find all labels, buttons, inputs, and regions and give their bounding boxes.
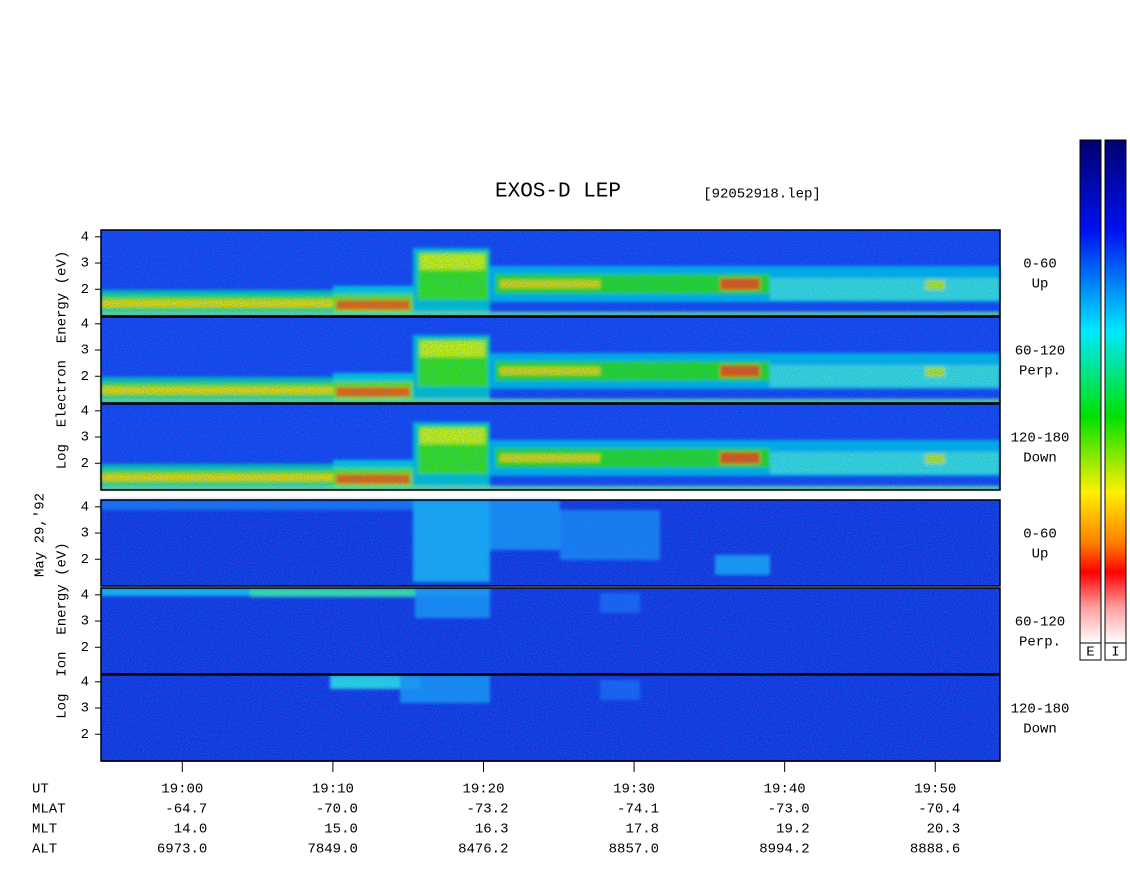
orbit-value: 8888.6 <box>910 842 960 858</box>
panel-frame <box>100 499 1001 587</box>
panel-frame <box>100 587 1001 675</box>
date-label: May 29,'92 <box>33 493 49 577</box>
direction-label: Up <box>1032 547 1049 563</box>
orbit-value: -70.4 <box>918 802 960 818</box>
orbit-value: -70.0 <box>316 802 358 818</box>
y-tick-label: 3 <box>81 614 89 630</box>
panel-texture <box>101 230 1000 316</box>
chart-title: EXOS-D LEP <box>495 181 621 204</box>
panel-texture <box>101 675 1000 761</box>
orbit-value: -74.1 <box>617 802 659 818</box>
x-tick-label: 19:00 <box>161 782 203 798</box>
pitch-label: 0-60 <box>1023 527 1057 543</box>
orbit-value: 17.8 <box>625 822 659 838</box>
y-axis-label: Log Ion Energy (eV) <box>55 542 71 718</box>
y-tick-label: 4 <box>81 588 89 604</box>
x-tick-label: 19:50 <box>914 782 956 798</box>
x-tick-label: 19:40 <box>764 782 806 798</box>
orbit-value: 14.0 <box>174 822 208 838</box>
orbit-value: 19.2 <box>776 822 810 838</box>
pitch-label: 120-180 <box>1011 702 1070 718</box>
direction-label: Up <box>1032 277 1049 293</box>
direction-label: Down <box>1023 451 1057 467</box>
colorbar-ion <box>1104 139 1127 644</box>
orbit-row-label: UT <box>32 782 49 798</box>
orbit-value: -73.0 <box>768 802 810 818</box>
file-name: [92052918.lep] <box>703 187 821 203</box>
orbit-row-label: ALT <box>32 842 57 858</box>
colorbar-box <box>1079 642 1102 661</box>
colorbar-electron <box>1079 139 1102 644</box>
orbit-value: 8994.2 <box>759 842 809 858</box>
y-tick-label: 3 <box>81 256 89 272</box>
orbit-value: -73.2 <box>466 802 508 818</box>
y-tick-label: 2 <box>81 282 89 298</box>
panel-frame <box>100 403 1001 491</box>
direction-label: Perp. <box>1019 635 1061 651</box>
colorbar-label: E <box>1086 645 1094 661</box>
panel-frame <box>100 229 1001 317</box>
pitch-label: 0-60 <box>1023 257 1057 273</box>
orbit-value: 8857.0 <box>609 842 659 858</box>
y-tick-label: 2 <box>81 640 89 656</box>
spectrogram-art <box>101 230 1000 761</box>
panel-texture <box>101 500 1000 586</box>
direction-label: Down <box>1023 722 1057 738</box>
orbit-value: 20.3 <box>927 822 961 838</box>
orbit-value: 15.0 <box>324 822 358 838</box>
y-tick-label: 3 <box>81 526 89 542</box>
y-tick-label: 4 <box>81 230 89 246</box>
x-tick-label: 19:20 <box>462 782 504 798</box>
panel-texture <box>101 317 1000 403</box>
y-tick-label: 3 <box>81 343 89 359</box>
y-tick-label: 2 <box>81 552 89 568</box>
orbit-row-label: MLAT <box>32 802 66 818</box>
orbit-value: 16.3 <box>475 822 509 838</box>
y-axis-label: Log Electron Energy (eV) <box>55 251 71 469</box>
y-tick-label: 2 <box>81 456 89 472</box>
orbit-value: 7849.0 <box>307 842 357 858</box>
y-tick-label: 4 <box>81 500 89 516</box>
pitch-label: 60-120 <box>1015 344 1065 360</box>
y-tick-label: 4 <box>81 404 89 420</box>
pitch-label: 60-120 <box>1015 615 1065 631</box>
x-tick-label: 19:10 <box>312 782 354 798</box>
orbit-value: 6973.0 <box>157 842 207 858</box>
y-tick-label: 2 <box>81 369 89 385</box>
panel-texture <box>101 404 1000 490</box>
y-tick-label: 4 <box>81 317 89 333</box>
y-tick-label: 2 <box>81 727 89 743</box>
direction-label: Perp. <box>1019 364 1061 380</box>
colorbar-label: I <box>1111 645 1119 661</box>
y-tick-label: 4 <box>81 675 89 691</box>
panel-frame <box>100 316 1001 404</box>
x-tick-label: 19:30 <box>613 782 655 798</box>
orbit-value: -64.7 <box>165 802 207 818</box>
orbit-row-label: MLT <box>32 822 57 838</box>
y-tick-label: 3 <box>81 701 89 717</box>
pitch-label: 120-180 <box>1011 431 1070 447</box>
orbit-value: 8476.2 <box>458 842 508 858</box>
y-tick-label: 3 <box>81 430 89 446</box>
panel-texture <box>101 588 1000 674</box>
colorbar-box <box>1104 642 1127 661</box>
